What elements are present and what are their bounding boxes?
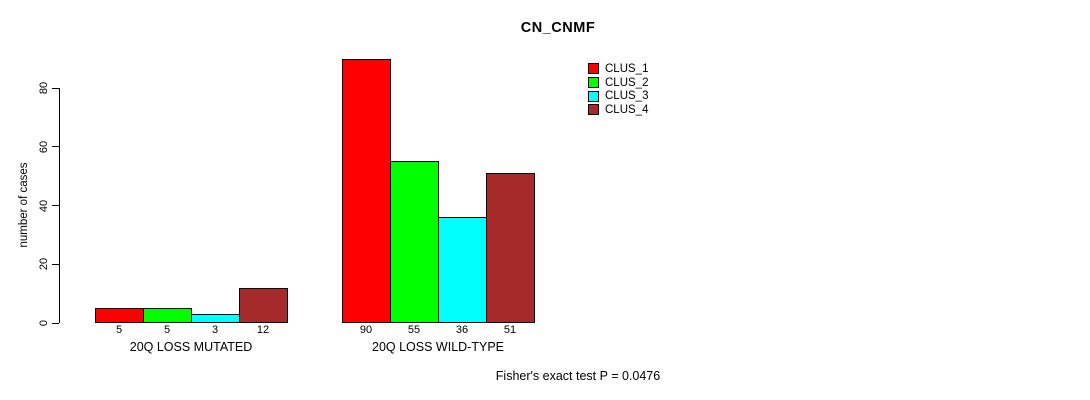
bar-value-label: 55 xyxy=(407,324,421,336)
y-axis-tick xyxy=(52,87,59,89)
legend-swatch-icon xyxy=(588,77,599,89)
y-axis-tick xyxy=(52,205,59,206)
bar-value-label: 90 xyxy=(359,324,373,336)
group-label: 20Q LOSS WILD-TYPE xyxy=(372,340,504,354)
y-axis-tick-label: 80 xyxy=(38,81,50,95)
y-axis-tick xyxy=(52,263,59,265)
legend-row: CLUS_3 xyxy=(588,89,648,103)
legend-label: CLUS_2 xyxy=(605,76,649,89)
bar-clus_3-group2 xyxy=(438,217,487,323)
legend-label: CLUS_4 xyxy=(605,103,649,116)
legend-swatch-icon xyxy=(588,104,599,116)
legend-row: CLUS_1 xyxy=(588,62,648,76)
y-axis-tick-label: 0 xyxy=(38,319,50,327)
legend-swatch-icon xyxy=(588,63,599,75)
bar-clus_4-group1 xyxy=(239,287,288,323)
bar-clus_2-group2 xyxy=(390,161,439,323)
y-axis-tick-label: 60 xyxy=(38,140,50,153)
group-label: 20Q LOSS MUTATED xyxy=(129,340,253,354)
bar-value-label: 5 xyxy=(115,324,123,336)
y-axis-tick xyxy=(52,322,59,324)
bar-clus_1-group2 xyxy=(342,58,391,323)
legend-swatch-icon xyxy=(588,90,599,102)
bar-value-label: 5 xyxy=(163,324,171,336)
y-axis-tick-label: 20 xyxy=(38,258,50,271)
bar-clus_1-group1 xyxy=(95,308,144,323)
bar-clus_2-group1 xyxy=(143,308,192,323)
chart-title: CN_CNMF xyxy=(520,20,596,36)
legend-row: CLUS_2 xyxy=(588,76,648,90)
bar-clus_3-group1 xyxy=(191,314,240,323)
y-axis-title: number of cases xyxy=(18,162,30,248)
y-axis-tick-label: 40 xyxy=(38,199,50,212)
bar-value-label: 51 xyxy=(503,324,517,336)
bar-value-label: 36 xyxy=(455,324,469,336)
y-axis-line xyxy=(59,88,60,323)
bar-value-label: 3 xyxy=(211,324,219,336)
legend: CLUS_1 CLUS_2 CLUS_3 CLUS_4 xyxy=(588,62,648,117)
bar-value-label: 12 xyxy=(256,324,270,336)
bar-clus_4-group2 xyxy=(486,173,535,323)
legend-row: CLUS_4 xyxy=(588,103,648,117)
legend-label: CLUS_3 xyxy=(605,90,649,103)
annotation-text: Fisher's exact test P = 0.0476 xyxy=(495,369,661,383)
y-axis-tick xyxy=(52,146,59,148)
legend-label: CLUS_1 xyxy=(605,62,649,75)
